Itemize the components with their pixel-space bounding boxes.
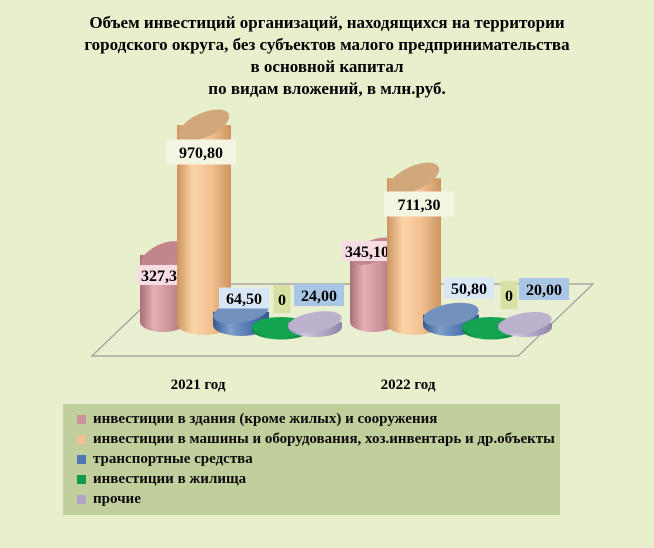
svg-text:711,30: 711,30 <box>397 197 440 214</box>
legend-label: инвестиции в машины и оборудования, хоз.… <box>93 431 555 447</box>
svg-text:64,50: 64,50 <box>226 291 262 308</box>
legend-swatch-icon <box>77 434 86 444</box>
category-label-2021: 2021 год <box>171 377 226 393</box>
svg-text:345,10: 345,10 <box>345 244 389 261</box>
legend-swatch-icon <box>77 494 86 504</box>
svg-text:327,30: 327,30 <box>141 268 185 285</box>
cylinder-other-2022 <box>498 311 552 337</box>
chart-title: Объем инвестиций организаций, находящихс… <box>0 12 654 100</box>
chart-title-line-2: городского округа, без субъектов малого … <box>84 35 570 54</box>
category-label-2022: 2022 год <box>381 377 436 393</box>
data-label-other-2021: 24,00 <box>294 284 344 306</box>
legend-item-buildings: инвестиции в здания (кроме жилых) и соор… <box>77 409 560 429</box>
svg-text:20,00: 20,00 <box>526 282 562 299</box>
legend-item-other: прочие <box>77 489 560 509</box>
chart-canvas: 327,30 345,10 970,80 711,30 64,50 50,80 0 0 24,0… <box>90 109 595 393</box>
data-label-machines-2021: 970,80 <box>166 139 236 165</box>
svg-text:970,80: 970,80 <box>179 145 223 162</box>
legend-swatch-icon <box>77 474 86 484</box>
legend-label: прочие <box>93 491 141 507</box>
legend-label: инвестиции в здания (кроме жилых) и соор… <box>93 411 438 427</box>
data-label-buildings-2022: 345,10 <box>341 241 393 261</box>
chart-title-line-3: в основной капитал <box>250 57 404 76</box>
data-label-machines-2022: 711,30 <box>384 191 454 217</box>
chart-legend: инвестиции в здания (кроме жилых) и соор… <box>63 404 560 515</box>
chart-title-line-1: Объем инвестиций организаций, находящихс… <box>89 13 565 32</box>
legend-label: транспортные средства <box>93 451 253 467</box>
data-label-transport-2022: 50,80 <box>444 277 494 299</box>
data-label-transport-2021: 64,50 <box>219 287 269 309</box>
svg-text:0: 0 <box>278 292 286 309</box>
chart-title-line-4: по видам вложений, в млн.руб. <box>208 79 446 98</box>
legend-swatch-icon <box>77 454 86 464</box>
legend-swatch-icon <box>77 414 86 424</box>
cylinder-other-2021 <box>288 311 342 337</box>
legend-item-transport: транспортные средства <box>77 449 560 469</box>
legend-item-machines: инвестиции в машины и оборудования, хоз.… <box>77 429 560 449</box>
svg-text:0: 0 <box>505 288 513 305</box>
legend-label: инвестиции в жилища <box>93 471 247 487</box>
svg-text:50,80: 50,80 <box>451 281 487 298</box>
legend-item-housing: инвестиции в жилища <box>77 469 560 489</box>
svg-text:24,00: 24,00 <box>301 288 337 305</box>
data-label-housing-2021: 0 <box>273 285 291 313</box>
data-label-buildings-2021: 327,30 <box>137 265 189 285</box>
data-label-other-2022: 20,00 <box>519 278 569 300</box>
data-label-housing-2022: 0 <box>500 281 518 309</box>
